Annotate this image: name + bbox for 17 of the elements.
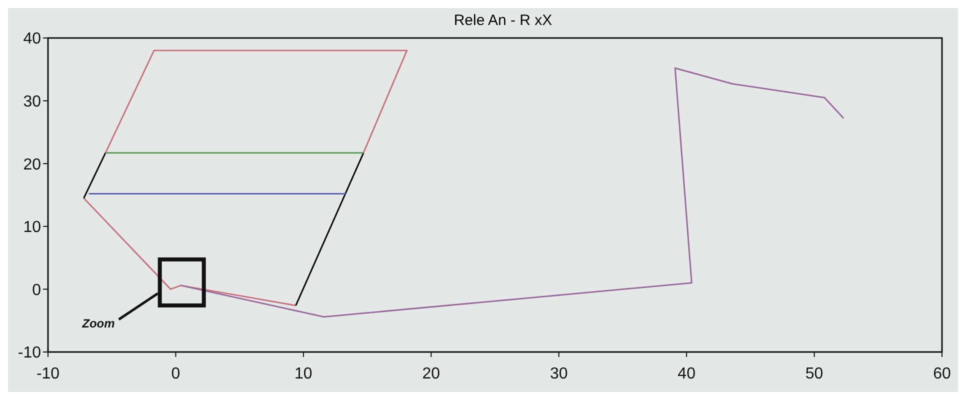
y-tick-label: 0 [32, 282, 42, 299]
y-tick-label: 20 [23, 156, 42, 174]
annotation: Zoom [81, 316, 116, 330]
x-tick-label: 40 [678, 365, 696, 382]
x-tick-label: 60 [933, 365, 951, 382]
y-tick-label: -10 [18, 344, 42, 362]
y-tick-label: 40 [23, 30, 42, 48]
line-series [180, 67, 844, 318]
x-tick-label: -10 [36, 365, 60, 382]
x-tick-label: 50 [805, 365, 824, 382]
x-tick-label: 10 [294, 365, 312, 382]
y-tick-label: 10 [23, 219, 42, 236]
chart-title: Rele An - R xX [452, 11, 554, 30]
x-tick-label: 20 [422, 365, 440, 382]
y-tick-label: 30 [23, 93, 42, 110]
x-tick-label: 30 [550, 365, 568, 382]
x-tick-label: 0 [171, 365, 180, 382]
